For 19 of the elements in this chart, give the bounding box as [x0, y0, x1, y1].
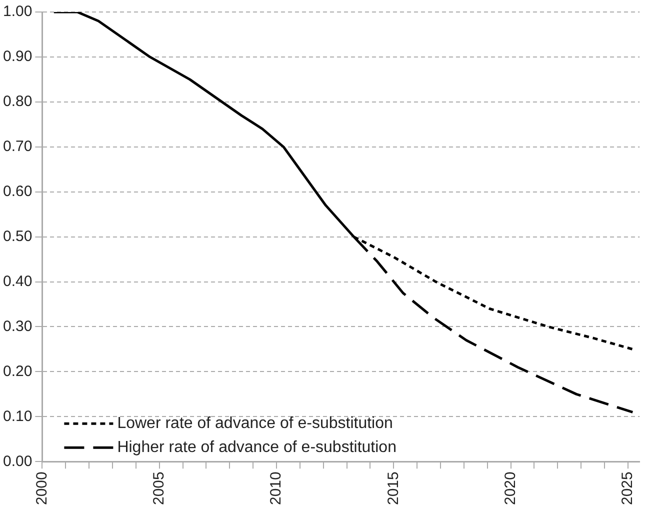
y-tick-label: 0.90: [2, 48, 32, 66]
y-tick-label: 0.00: [2, 452, 32, 470]
x-tick-label: 2020: [502, 472, 519, 506]
y-tick-label: 1.00: [2, 3, 32, 20]
y-tick-label: 0.40: [2, 272, 32, 290]
y-tick-label: 0.20: [2, 362, 32, 380]
legend-label: Lower rate of advance of e-substitution: [117, 415, 393, 432]
y-tick-label: 0.70: [2, 138, 32, 156]
x-tick-label: 2015: [384, 472, 402, 506]
x-tick-label: 2005: [150, 472, 168, 506]
y-tick-label: 0.80: [2, 93, 32, 110]
y-tick-label: 0.10: [2, 408, 32, 425]
x-tick-label: 2010: [268, 472, 285, 506]
y-tick-label: 0.50: [2, 228, 32, 245]
y-tick-label: 0.30: [2, 318, 32, 335]
legend-label: Higher rate of advance of e-substitution: [117, 439, 396, 456]
x-tick-label: 2000: [33, 472, 50, 506]
y-tick-label: 0.60: [2, 182, 32, 200]
x-tick-label: 2025: [619, 472, 636, 506]
